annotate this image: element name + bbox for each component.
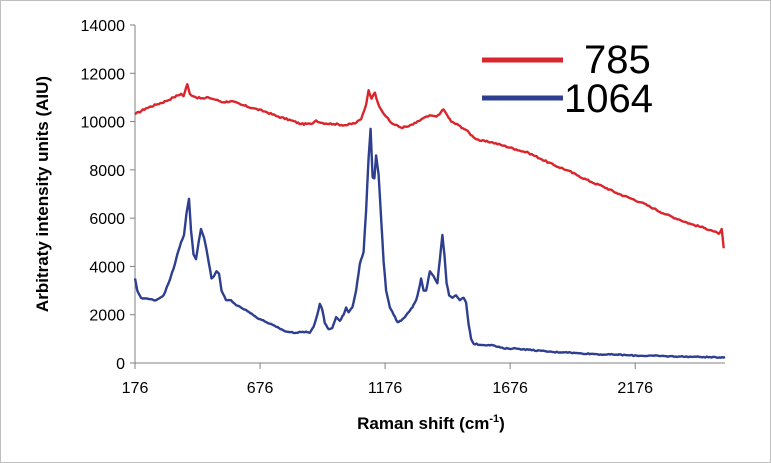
x-tick-label: 1676 xyxy=(492,380,528,397)
x-tick-label: 676 xyxy=(247,380,274,397)
y-tick-labels: 0 2000 4000 6000 8000 10000 12000 14000 xyxy=(81,18,126,373)
y-tick-label: 4000 xyxy=(89,259,125,276)
series-line-1064 xyxy=(133,127,726,360)
y-tick-label: 14000 xyxy=(81,18,126,35)
y-tick-label: 12000 xyxy=(81,66,126,83)
axes xyxy=(130,24,725,369)
legend-label-1064: 1064 xyxy=(564,77,653,121)
y-axis-label: Arbitraty intensity units (AIU) xyxy=(33,76,52,312)
x-tick-label: 176 xyxy=(122,380,149,397)
y-tick-label: 10000 xyxy=(81,115,126,132)
y-tick-label: 0 xyxy=(116,356,125,373)
y-tick-label: 8000 xyxy=(89,163,125,180)
x-tick-labels: 176 676 1176 1676 2176 xyxy=(122,380,653,397)
x-axis-label: Raman shift (cm-1) xyxy=(357,413,505,433)
legend: 785 1064 xyxy=(482,38,653,121)
series-line-785 xyxy=(134,83,725,249)
series-lines xyxy=(133,83,726,360)
x-tick-label: 1176 xyxy=(368,380,403,397)
legend-label-785: 785 xyxy=(584,38,651,82)
y-tick-label: 2000 xyxy=(89,308,125,325)
x-tick-label: 2176 xyxy=(617,380,653,397)
y-tick-label: 6000 xyxy=(89,211,125,228)
